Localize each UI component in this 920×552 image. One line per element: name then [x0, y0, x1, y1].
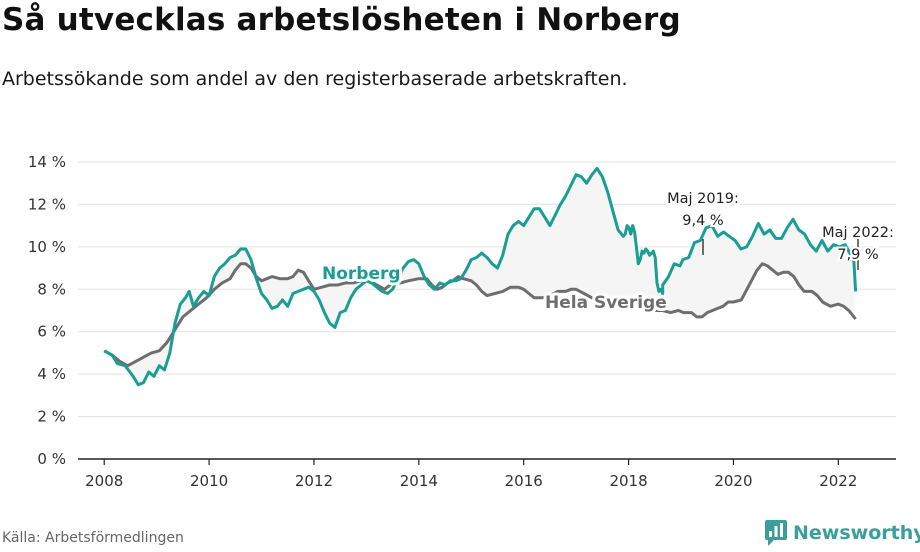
chart-subtitle: Arbetssökande som andel av den registerb…: [2, 68, 628, 90]
annotation-maj-2019-line2: 9,4 %: [682, 213, 723, 229]
y-tick-label: 6 %: [37, 323, 66, 341]
difference-band: [104, 168, 855, 385]
annotations: Maj 2019:Maj 2019:9,4 %9,4 %Maj 2022:Maj…: [665, 189, 896, 270]
x-tick-label: 2010: [190, 472, 228, 490]
series-line-norberg: [103, 166, 858, 387]
series-lines: [103, 166, 858, 387]
chart-title: Så utvecklas arbetslösheten i Norberg: [2, 2, 681, 38]
series-line-hela-sverige: [103, 262, 857, 368]
grid-lines: [78, 161, 896, 418]
x-tick-label: 2016: [505, 472, 543, 490]
annotation-maj-2019-line1: Maj 2019:: [667, 191, 739, 207]
y-tick-label: 8 %: [37, 280, 66, 298]
series-label-hela-sverige: Hela Sverige: [545, 293, 667, 313]
annotation-maj-2022-line2: 7,9 %: [837, 247, 878, 263]
y-tick-label: 14 %: [28, 153, 66, 171]
x-tick-label: 2008: [85, 472, 123, 490]
y-tick-label: 10 %: [28, 238, 66, 256]
annotation-maj-2019: Maj 2019:Maj 2019:9,4 %9,4 %: [665, 189, 741, 255]
series-label-hela-sverige-halo: Hela Sverige: [545, 293, 667, 313]
x-tick-label: 2018: [609, 472, 647, 490]
annotation-maj-2022-line1-halo: Maj 2022:: [822, 225, 894, 241]
annotation-maj-2019-line2-halo: 9,4 %: [682, 213, 723, 229]
y-tick-label: 2 %: [37, 408, 66, 426]
series-label-norberg-halo: Norberg: [322, 264, 401, 284]
annotation-maj-2022-line2-halo: 7,9 %: [837, 247, 878, 263]
y-tick-label: 0 %: [37, 450, 66, 468]
brand-name: Newsworthy: [793, 522, 920, 544]
band-area: [104, 168, 855, 385]
x-tick-label: 2012: [295, 472, 333, 490]
y-tick-label: 12 %: [28, 195, 66, 213]
series-label-norberg: Norberg: [322, 264, 401, 284]
x-tick-label: 2020: [714, 472, 752, 490]
annotation-maj-2022-line1: Maj 2022:: [822, 225, 894, 241]
x-tick-label: 2022: [819, 472, 857, 490]
brand-logo[interactable]: Newsworthy: [765, 520, 920, 546]
annotation-maj-2019-line1-halo: Maj 2019:: [667, 191, 739, 207]
axes: 0 % 2 % 4 % 6 % 8 % 10 % 12 % 14 % 2008 2010 2012 2…: [28, 153, 896, 490]
x-tick-label: 2014: [400, 472, 438, 490]
newsworthy-logo-icon: [765, 520, 787, 546]
annotation-maj-2022: Maj 2022:Maj 2022:7,9 %7,9 %: [820, 223, 896, 270]
source-note: Källa: Arbetsförmedlingen: [2, 530, 184, 546]
y-tick-label: 4 %: [37, 365, 66, 383]
